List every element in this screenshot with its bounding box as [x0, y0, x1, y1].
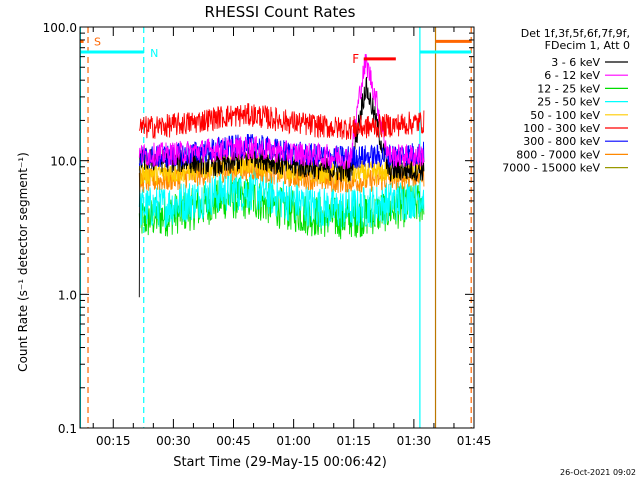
x-tick-label: 01:30	[397, 434, 432, 448]
series-trace	[138, 53, 425, 170]
legend-entry-label: 25 - 50 keV	[537, 96, 600, 109]
legend-entry-label: 50 - 100 keV	[530, 109, 600, 122]
series-trace	[138, 103, 425, 140]
y-tick-label: 0.1	[58, 422, 77, 436]
x-axis-label: Start Time (29-May-15 00:06:42)	[173, 455, 387, 470]
series-trace	[138, 168, 425, 229]
legend-entry-label: 800 - 7000 keV	[516, 148, 600, 161]
y-axis: 0.1 1.0 10.0 100.0	[43, 21, 474, 436]
legend-entry-label: 100 - 300 keV	[523, 122, 600, 135]
vertical-markers	[79, 27, 472, 428]
y-tick-label: 100.0	[43, 21, 77, 35]
night-label: N	[150, 47, 158, 60]
y-tick-label: 10.0	[50, 155, 77, 169]
legend-entry-label: 3 - 6 keV	[551, 56, 600, 69]
legend-title: FDecim 1, Att 0	[545, 39, 630, 52]
saa-label: S	[94, 35, 101, 48]
chart-title: RHESSI Count Rates	[205, 3, 356, 21]
x-tick-label: 00:30	[156, 434, 191, 448]
legend-entry-label: 300 - 800 keV	[523, 135, 600, 148]
x-tick-label: 01:15	[336, 434, 371, 448]
plot-frame	[79, 26, 475, 429]
y-tick-label: 1.0	[58, 288, 77, 302]
legend: Det 1f,3f,5f,6f,7f,9f,FDecim 1, Att 0 3 -…	[502, 27, 630, 175]
x-axis: 00:15 00:30 00:45 01:00 01:15 01:30 01:45	[92, 27, 492, 448]
y-axis-label: Count Rate (s⁻¹ detector segment⁻¹)	[16, 152, 30, 372]
footer-timestamp: 26-Oct-2021 09:02	[560, 468, 636, 477]
x-tick-label: 00:15	[96, 434, 131, 448]
x-tick-label: 01:45	[457, 434, 492, 448]
x-tick-label: 01:00	[276, 434, 311, 448]
legend-entry-label: 6 - 12 keV	[544, 69, 600, 82]
legend-entry-label: 12 - 25 keV	[537, 82, 600, 95]
series-traces	[138, 53, 425, 298]
x-tick-label: 00:45	[216, 434, 251, 448]
flare-markers: F S N	[80, 35, 472, 66]
legend-title: Det 1f,3f,5f,6f,7f,9f,	[521, 27, 630, 40]
flare-label: F	[352, 52, 359, 66]
legend-entry-label: 7000 - 15000 keV	[502, 162, 600, 175]
